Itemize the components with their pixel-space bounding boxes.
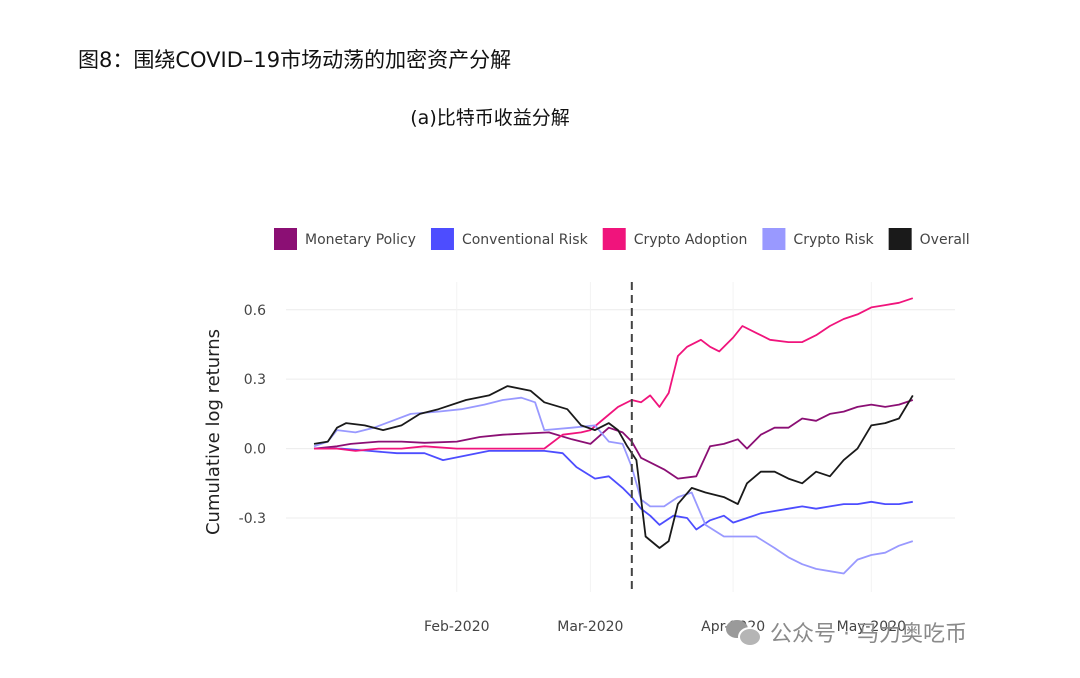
series-line-monetary-policy xyxy=(313,399,914,480)
series-line-overall xyxy=(313,385,914,549)
y-tick-label: 0.0 xyxy=(244,442,266,458)
legend-item: Overall xyxy=(888,228,970,250)
legend-swatch xyxy=(888,228,912,250)
figure-title: 图8：围绕COVID–19市场动荡的加密资产分解 xyxy=(78,48,512,72)
x-tick-label: Mar-2020 xyxy=(557,619,623,635)
y-tick-label: 0.6 xyxy=(244,303,266,319)
legend-label: Monetary Policy xyxy=(305,232,416,248)
legend-swatch xyxy=(602,228,626,250)
wechat-icon xyxy=(726,618,762,647)
y-tick-label: 0.3 xyxy=(244,372,266,388)
y-axis-label: Cumulative log returns xyxy=(203,329,224,535)
chart-legend: Monetary Policy Conventional Risk Crypto A… xyxy=(274,228,970,250)
legend-swatch xyxy=(274,228,297,250)
legend-item: Crypto Risk xyxy=(762,228,875,250)
legend-item: Monetary Policy xyxy=(274,228,416,250)
watermark: 公众号 · 马力奥吃币 xyxy=(726,616,967,648)
y-axis-ticks: -0.3 0.0 0.3 0.6 xyxy=(239,303,266,527)
legend-label: Crypto Adoption xyxy=(634,232,748,248)
legend-item: Conventional Risk xyxy=(430,228,589,250)
legend-swatch xyxy=(762,228,786,250)
series-line-conventional-risk xyxy=(314,447,913,531)
legend-label: Crypto Risk xyxy=(793,232,874,248)
chart-gridlines xyxy=(286,282,955,592)
legend-label: Conventional Risk xyxy=(462,232,589,248)
series-line-crypto-adoption xyxy=(314,297,914,452)
legend-label: Overall xyxy=(920,232,970,248)
x-tick-label: May-2020 xyxy=(837,619,906,635)
figure-subtitle: (a)比特币收益分解 xyxy=(410,107,570,129)
y-tick-label: -0.3 xyxy=(239,511,266,527)
legend-item: Crypto Adoption xyxy=(602,228,748,250)
x-tick-label: Feb-2020 xyxy=(424,619,489,635)
watermark-text: 公众号 · 马力奥吃币 xyxy=(770,622,967,647)
legend-swatch xyxy=(430,228,454,250)
chart-series xyxy=(313,297,914,575)
